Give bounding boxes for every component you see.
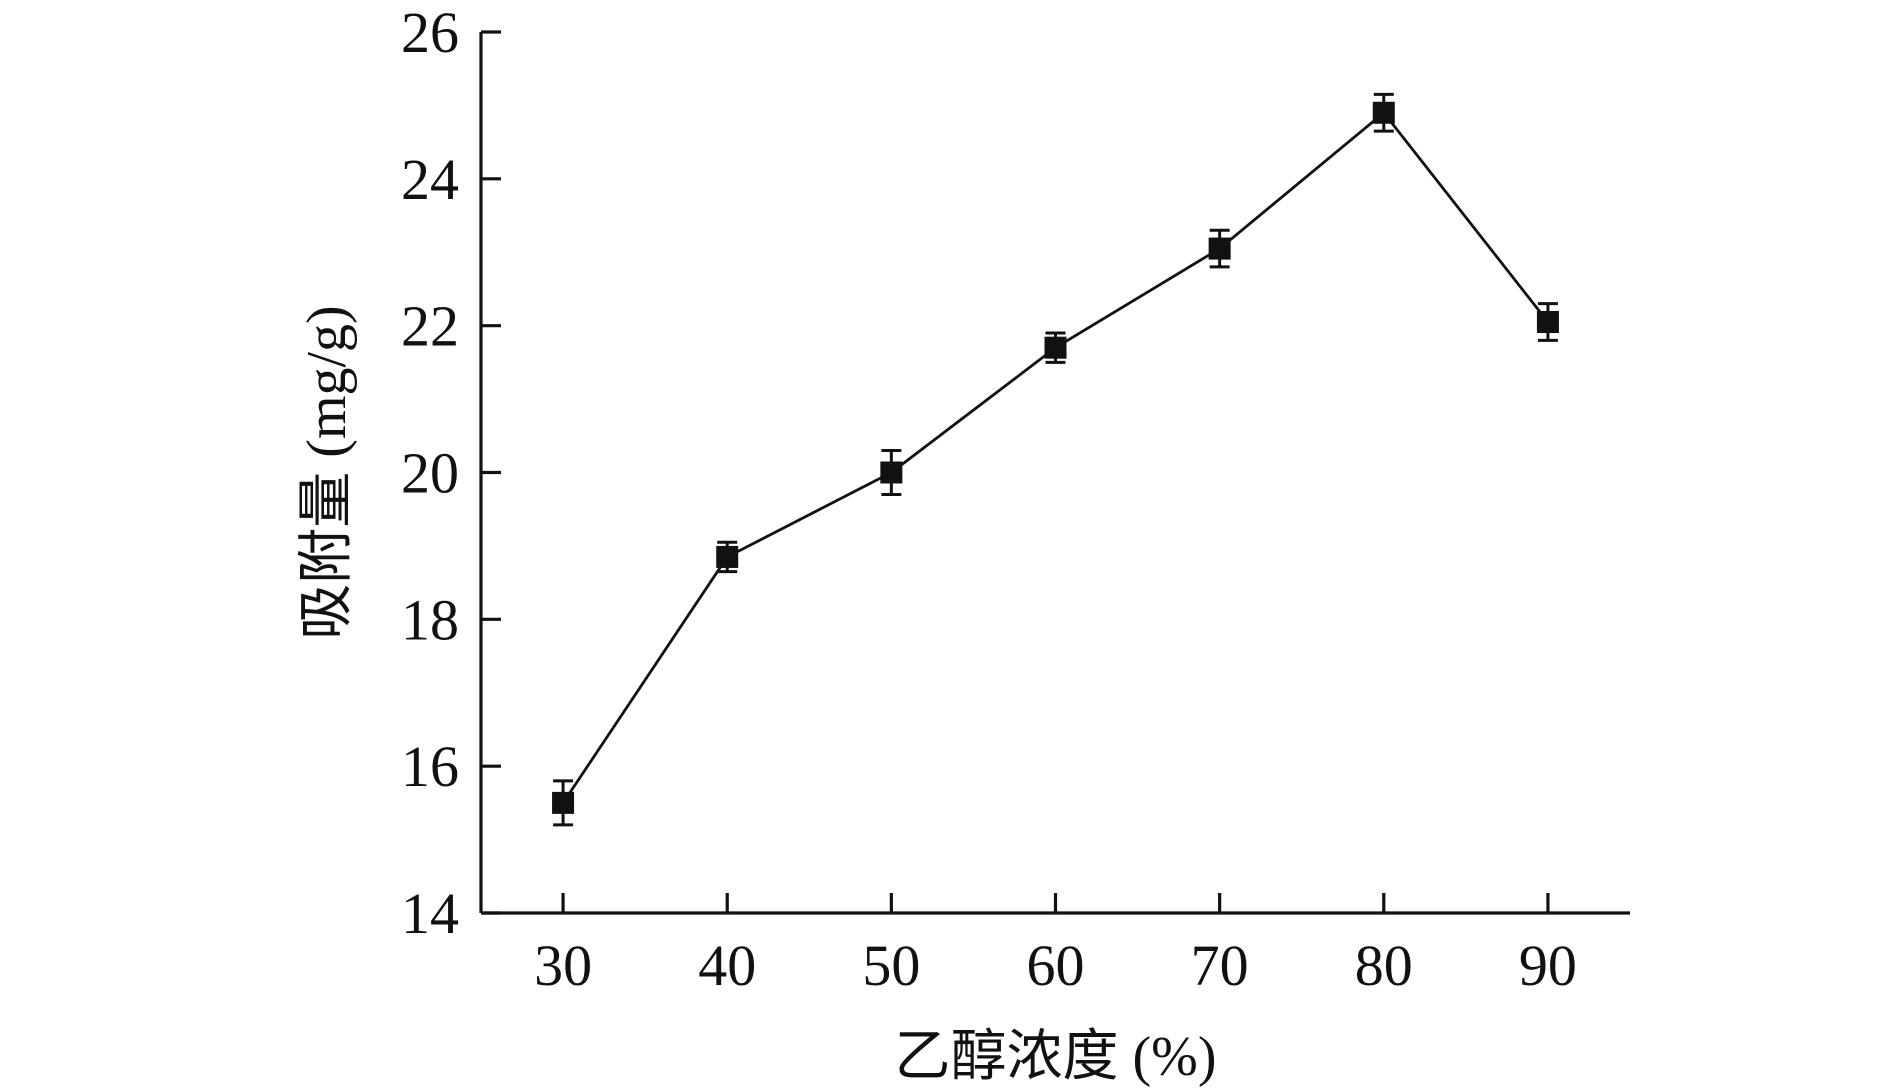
x-tick-label-80: 80: [1355, 933, 1413, 998]
data-point-70: [1208, 237, 1231, 260]
x-tick-label-70: 70: [1191, 933, 1249, 998]
y-tick-label-20: 20: [401, 441, 459, 506]
plot-area: [552, 92, 1559, 827]
data-point-80: [1372, 101, 1395, 124]
x-tick-label-50: 50: [862, 933, 920, 998]
y-tick-label-14: 14: [401, 881, 459, 946]
data-point-50: [880, 461, 903, 484]
x-tick-label-40: 40: [698, 933, 756, 998]
data-point-30: [552, 791, 575, 814]
x-tick-label-60: 60: [1027, 933, 1085, 998]
y-tick-label-18: 18: [401, 587, 459, 652]
data-point-60: [1044, 336, 1067, 359]
x-axis-title: 乙醇浓度 (%): [895, 1026, 1217, 1088]
data-point-90: [1536, 310, 1559, 333]
axes: 14 16 18 20 22 24 26 30 40 50 60 70 80 90: [401, 0, 1630, 998]
labels: 乙醇浓度 (%) 吸附量 (mg/g): [296, 305, 1216, 1088]
data-point-40: [716, 545, 739, 568]
y-tick-label-24: 24: [401, 147, 459, 212]
y-tick-label-16: 16: [401, 734, 459, 799]
x-tick-label-30: 30: [534, 933, 592, 998]
y-tick-label-22: 22: [401, 294, 459, 359]
x-tick-label-90: 90: [1519, 933, 1577, 998]
y-tick-label-26: 26: [401, 0, 459, 65]
series-line: [561, 110, 1550, 804]
y-axis-title: 吸附量 (mg/g): [296, 305, 358, 639]
